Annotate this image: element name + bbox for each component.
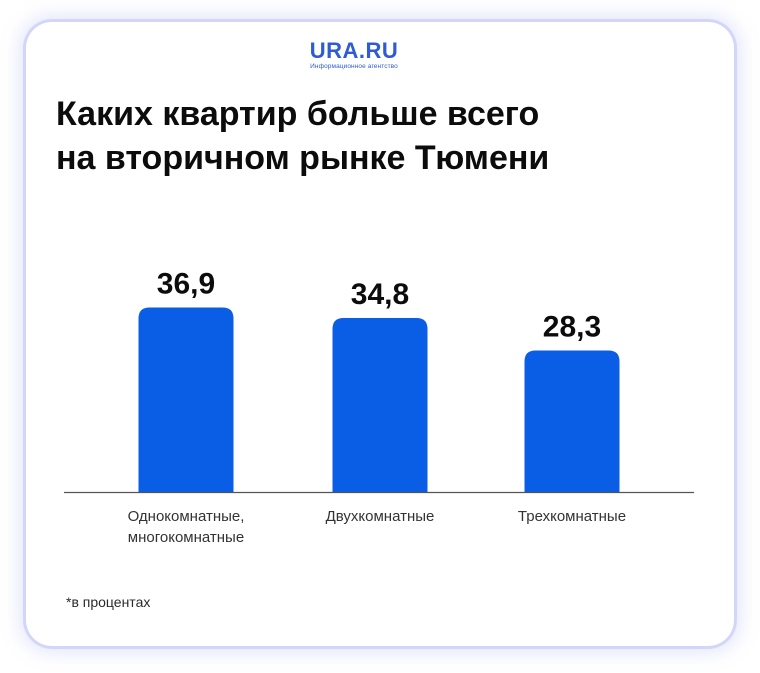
value-label-1: 36,9 <box>157 268 215 301</box>
footnote: *в процентах <box>66 594 151 610</box>
value-label-2: 34,8 <box>351 278 409 311</box>
logo-tagline: Информационное агентство <box>310 63 398 70</box>
bar-3 <box>524 350 620 492</box>
chart-title: Каких квартир больше всего на вторичном … <box>56 92 696 180</box>
ura-logo: URA.RU Информационное агентство <box>294 40 414 71</box>
value-label-3: 28,3 <box>543 311 601 344</box>
chart-title-line-2: на вторичном рынке Тюмени <box>56 139 550 177</box>
logo-name: URA.RU <box>309 38 399 63</box>
category-label-1: Однокомнатные, многокомнатные <box>128 508 245 546</box>
category-label-2: Двухкомнатные <box>326 508 435 525</box>
bar-2 <box>332 318 428 492</box>
bar-1 <box>138 307 234 492</box>
chart-title-line-1: Каких квартир больше всего <box>56 95 540 133</box>
category-label-3: Трехкомнатные <box>518 508 626 525</box>
